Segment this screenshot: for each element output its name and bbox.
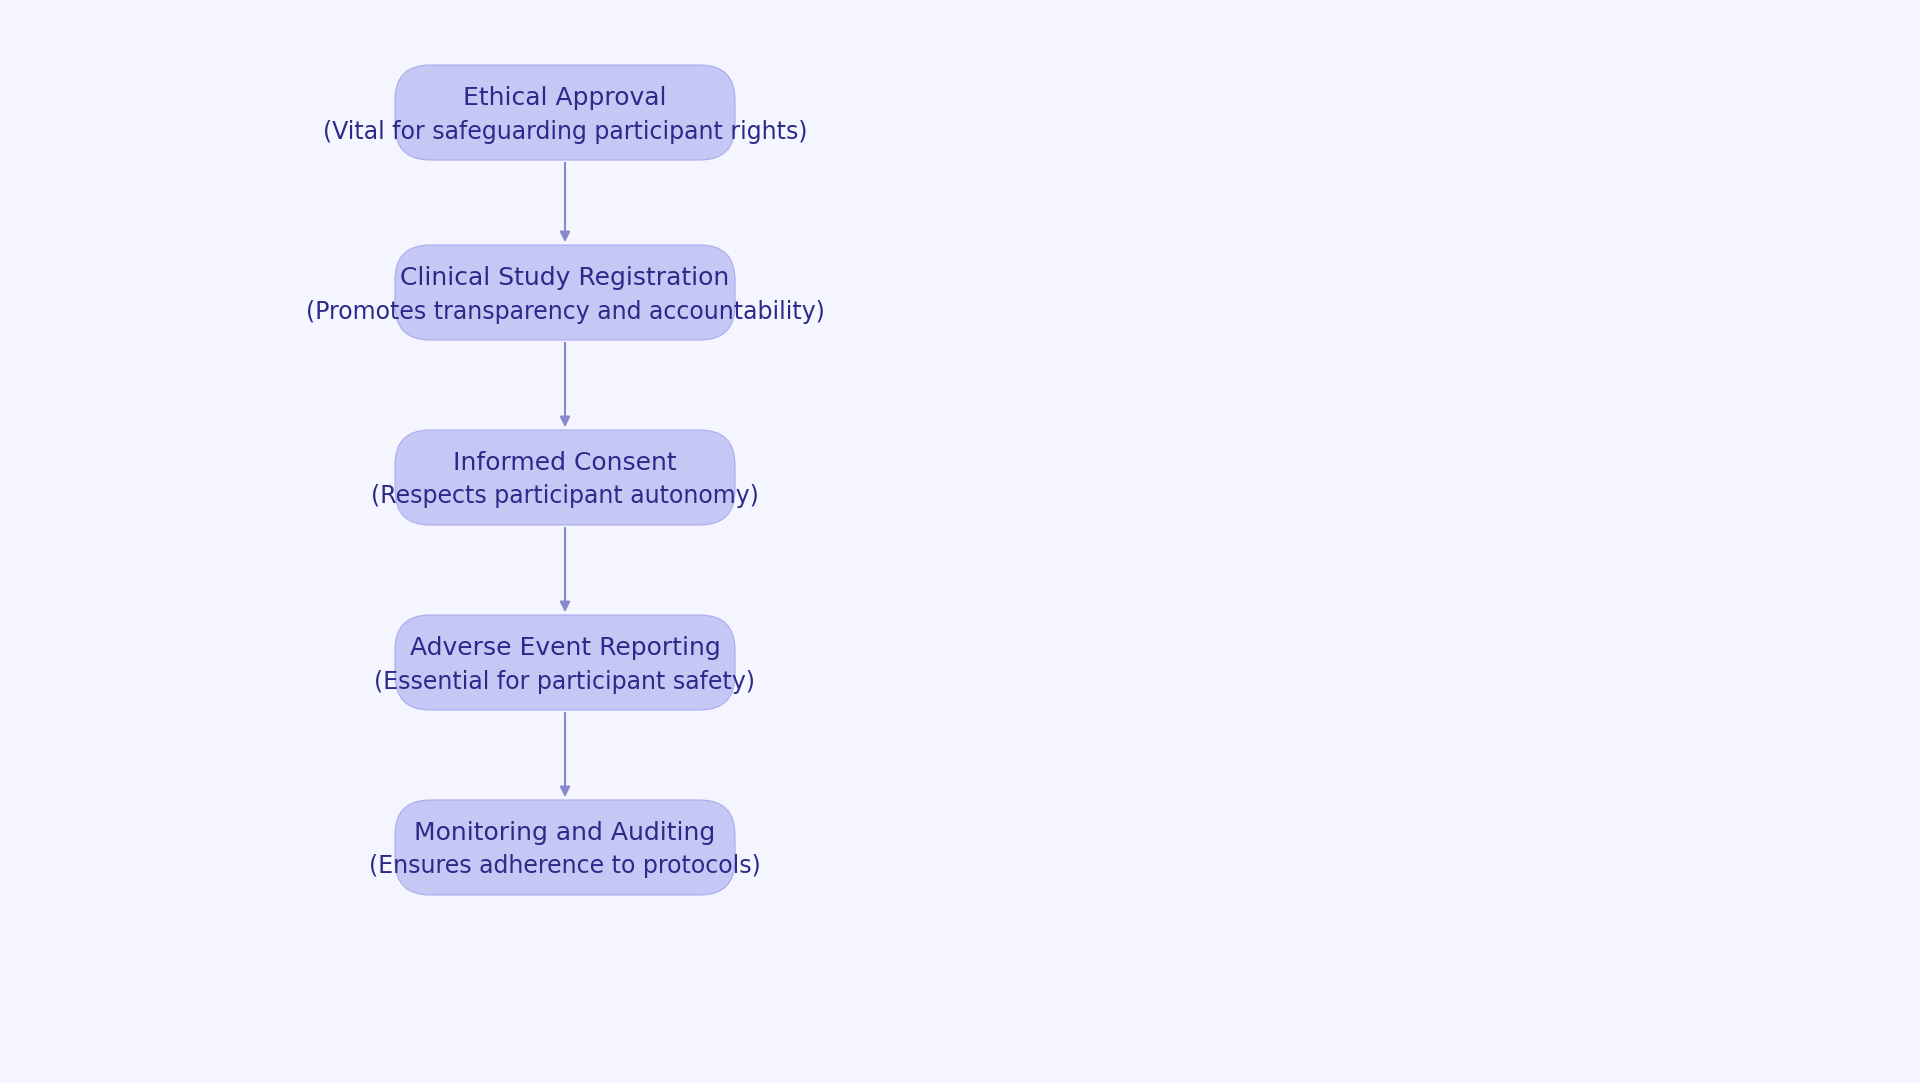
Text: (Vital for safeguarding participant rights): (Vital for safeguarding participant righ… bbox=[323, 119, 806, 144]
FancyBboxPatch shape bbox=[396, 800, 735, 895]
FancyBboxPatch shape bbox=[396, 430, 735, 525]
FancyBboxPatch shape bbox=[396, 65, 735, 160]
Text: Ethical Approval: Ethical Approval bbox=[463, 87, 666, 110]
Text: (Promotes transparency and accountability): (Promotes transparency and accountabilit… bbox=[305, 300, 824, 324]
Text: (Essential for participant safety): (Essential for participant safety) bbox=[374, 669, 755, 693]
Text: (Respects participant autonomy): (Respects participant autonomy) bbox=[371, 484, 758, 509]
Text: Adverse Event Reporting: Adverse Event Reporting bbox=[409, 636, 720, 661]
Text: (Ensures adherence to protocols): (Ensures adherence to protocols) bbox=[369, 854, 760, 878]
FancyBboxPatch shape bbox=[396, 615, 735, 710]
FancyBboxPatch shape bbox=[396, 245, 735, 340]
Text: Monitoring and Auditing: Monitoring and Auditing bbox=[415, 821, 716, 845]
Text: Clinical Study Registration: Clinical Study Registration bbox=[401, 266, 730, 290]
Text: Informed Consent: Informed Consent bbox=[453, 452, 678, 475]
